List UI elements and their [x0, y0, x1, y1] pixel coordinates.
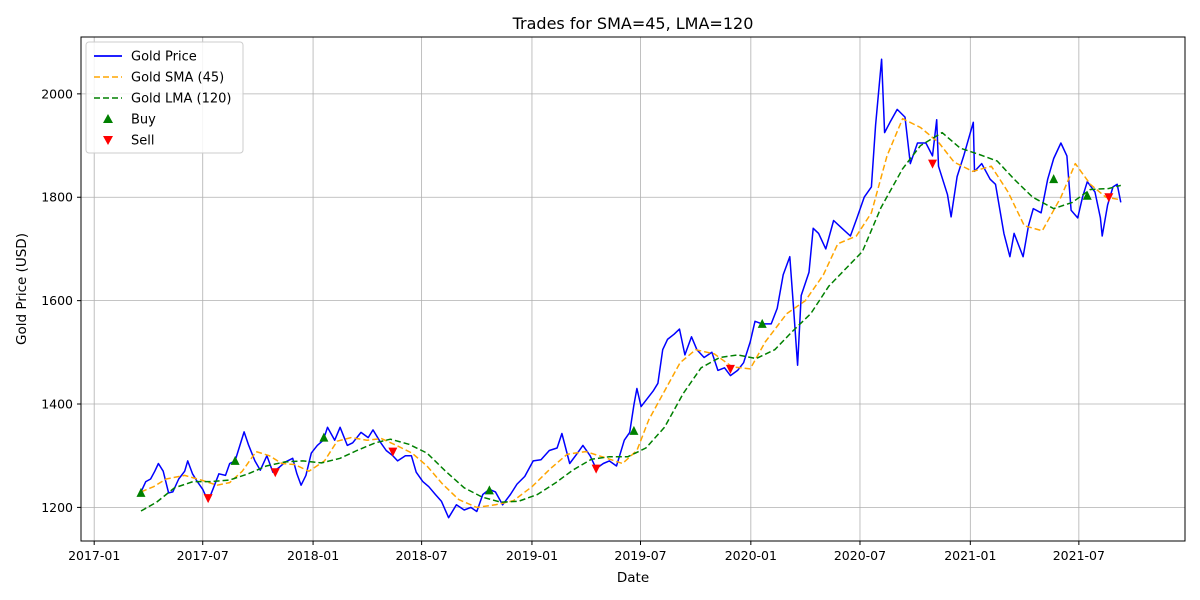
sell-marker	[1104, 193, 1114, 203]
y-tick-label: 2000	[41, 86, 73, 101]
legend-box	[85, 41, 244, 154]
buy-marker	[230, 455, 240, 465]
legend-swatch-sell	[103, 136, 113, 145]
x-tick-label: 2021-01	[944, 548, 996, 563]
buy-marker	[757, 318, 767, 328]
legend-label-sell: Sell	[131, 134, 154, 149]
x-tick-label: 2019-07	[614, 548, 666, 563]
y-axis-label: Gold Price (USD)	[14, 233, 30, 345]
x-tick-label: 2018-07	[395, 548, 447, 563]
buy-marker	[319, 432, 329, 442]
sell-marker	[203, 494, 213, 504]
sell-marker	[270, 468, 280, 478]
sell-marker	[591, 464, 601, 474]
buy-marker	[136, 487, 146, 497]
y-tick-label: 1200	[41, 500, 73, 515]
axes-frame	[80, 36, 1186, 542]
legend: Gold Price Gold SMA (45) Gold LMA (120) …	[85, 41, 244, 154]
x-tick-label: 2021-07	[1053, 548, 1105, 563]
legend-label-lma: Gold LMA (120)	[131, 92, 231, 107]
legend-label-buy: Buy	[131, 113, 156, 128]
grid	[81, 37, 1185, 541]
y-tick-label: 1600	[41, 293, 73, 308]
sell-marker	[725, 364, 735, 374]
chart-title: Trades for SMA=45, LMA=120	[512, 14, 754, 33]
x-tick-label: 2019-01	[506, 548, 558, 563]
legend-swatch-buy	[103, 114, 113, 123]
x-axis-label: Date	[617, 570, 649, 586]
gold-sma-line	[140, 117, 1121, 509]
x-tick-label: 2017-07	[177, 548, 229, 563]
plot-area	[136, 58, 1122, 519]
y-tick-label: 1800	[41, 190, 73, 205]
x-tick-label: 2017-01	[68, 548, 120, 563]
buy-marker	[484, 485, 494, 495]
buy-marker	[1082, 190, 1092, 200]
gold-lma-line	[140, 131, 1121, 512]
sell-marker	[928, 159, 938, 169]
gold-price-line	[140, 58, 1122, 519]
buy-marker	[629, 425, 639, 435]
axis-ticks: 2017-01 2017-07 2018-01 2018-07 2019-01 2019-…	[41, 86, 1105, 563]
x-tick-label: 2018-01	[287, 548, 339, 563]
legend-label-price: Gold Price	[131, 50, 197, 65]
x-tick-label: 2020-07	[834, 548, 886, 563]
sell-marker	[388, 447, 398, 457]
y-tick-label: 1400	[41, 397, 73, 412]
legend-label-sma: Gold SMA (45)	[131, 71, 224, 86]
buy-marker	[1049, 174, 1059, 184]
x-tick-label: 2020-01	[725, 548, 777, 563]
